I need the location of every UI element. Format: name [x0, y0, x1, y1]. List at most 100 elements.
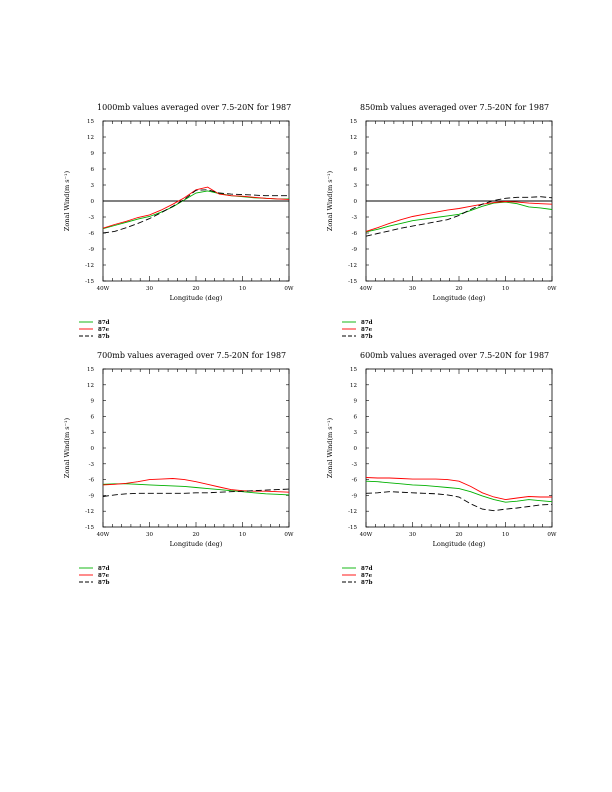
- y-tick-label: 0: [354, 446, 358, 452]
- x-tick-label: 0W: [547, 532, 556, 538]
- y-axis-label: Zonal Wind(m s⁻¹): [326, 417, 334, 478]
- chart-title: 700mb values averaged over 7.5-20N for 1…: [97, 351, 286, 360]
- chart-panel-4: 600mb values averaged over 7.5-20N for 1…: [326, 351, 557, 586]
- y-tick-label: 9: [91, 399, 95, 405]
- legend-label: 87e: [361, 327, 373, 333]
- y-tick-label: 3: [354, 430, 358, 436]
- y-tick-label: 12: [350, 135, 357, 141]
- y-axis-label: Zonal Wind(m s⁻¹): [326, 170, 334, 231]
- y-tick-label: -15: [85, 279, 94, 285]
- y-tick-label: 6: [354, 167, 358, 173]
- series-line-87e: [102, 478, 290, 493]
- y-tick-label: 6: [354, 414, 358, 420]
- y-axis-label: Zonal Wind(m s⁻¹): [63, 417, 71, 478]
- chart-panel-1: 1000mb values averaged over 7.5-20N for …: [63, 103, 294, 340]
- y-tick-label: 6: [91, 167, 95, 173]
- series-line-87d: [365, 201, 553, 233]
- x-tick-label: 30: [146, 286, 153, 292]
- x-tick-label: 0W: [284, 286, 293, 292]
- y-tick-label: -15: [348, 279, 357, 285]
- y-tick-label: 9: [354, 151, 358, 157]
- chart-panel-2: 850mb values averaged over 7.5-20N for 1…: [326, 103, 557, 340]
- y-tick-label: 3: [91, 430, 95, 436]
- x-tick-label: 0W: [547, 286, 556, 292]
- x-axis-label: Longitude (deg): [170, 294, 223, 302]
- y-tick-label: -6: [89, 231, 95, 237]
- x-tick-label: 10: [502, 286, 509, 292]
- series-line-87e: [365, 477, 552, 501]
- legend-label: 87d: [361, 566, 373, 572]
- y-tick-label: 12: [87, 135, 94, 141]
- legend-label: 87d: [98, 566, 110, 572]
- series-line-87e: [365, 201, 553, 232]
- y-tick-label: -3: [352, 462, 358, 468]
- series-line-87b: [365, 491, 553, 512]
- y-tick-label: -9: [89, 493, 95, 499]
- x-tick-label: 10: [239, 532, 246, 538]
- series-line-87b: [365, 196, 553, 237]
- chart-panel-3: 700mb values averaged over 7.5-20N for 1…: [63, 351, 294, 586]
- y-tick-label: -12: [348, 509, 357, 515]
- y-tick-label: 9: [354, 399, 358, 405]
- x-tick-label: 20: [193, 532, 200, 538]
- series-line-87b: [102, 488, 290, 497]
- y-tick-label: -6: [352, 231, 358, 237]
- y-tick-label: 15: [87, 367, 94, 373]
- legend-label: 87e: [98, 573, 110, 579]
- x-axis-label: Longitude (deg): [433, 294, 486, 302]
- x-tick-label: 30: [409, 286, 416, 292]
- plot-frame: [102, 368, 290, 528]
- y-tick-label: -12: [85, 263, 94, 269]
- x-tick-label: 40W: [360, 532, 373, 538]
- x-tick-label: 40W: [360, 286, 373, 292]
- x-tick-label: 30: [409, 532, 416, 538]
- x-axis-label: Longitude (deg): [433, 540, 486, 548]
- y-tick-label: -15: [85, 525, 94, 531]
- legend-label: 87b: [361, 580, 373, 586]
- y-tick-label: 12: [87, 383, 94, 389]
- y-tick-label: -15: [348, 525, 357, 531]
- x-tick-label: 20: [456, 286, 463, 292]
- legend-label: 87e: [361, 573, 373, 579]
- y-tick-label: -6: [352, 478, 358, 484]
- legend-label: 87b: [98, 580, 110, 586]
- y-tick-label: -3: [89, 215, 95, 221]
- y-tick-label: 9: [91, 151, 95, 157]
- y-tick-label: 12: [350, 383, 357, 389]
- y-tick-label: -9: [352, 493, 358, 499]
- chart-title: 850mb values averaged over 7.5-20N for 1…: [360, 103, 549, 112]
- legend-label: 87b: [361, 334, 373, 340]
- legend-label: 87b: [98, 334, 110, 340]
- y-tick-label: 3: [91, 183, 95, 189]
- x-tick-label: 0W: [284, 532, 293, 538]
- y-tick-label: -12: [85, 509, 94, 515]
- x-tick-label: 30: [146, 532, 153, 538]
- chart-title: 1000mb values averaged over 7.5-20N for …: [97, 103, 291, 112]
- y-axis-label: Zonal Wind(m s⁻¹): [63, 170, 71, 231]
- chart-title: 600mb values averaged over 7.5-20N for 1…: [360, 351, 549, 360]
- x-tick-label: 20: [456, 532, 463, 538]
- y-tick-label: 15: [350, 119, 357, 125]
- y-tick-label: 0: [354, 199, 358, 205]
- series-line-87d: [365, 480, 553, 503]
- y-tick-label: -12: [348, 263, 357, 269]
- plot-frame: [365, 368, 553, 528]
- y-tick-label: 3: [354, 183, 358, 189]
- x-tick-label: 40W: [97, 532, 110, 538]
- y-tick-label: -3: [89, 462, 95, 468]
- y-tick-label: 6: [91, 414, 95, 420]
- y-tick-label: 15: [87, 119, 94, 125]
- x-axis-label: Longitude (deg): [170, 540, 223, 548]
- legend-label: 87d: [361, 320, 373, 326]
- y-tick-label: -6: [89, 478, 95, 484]
- y-tick-label: 0: [91, 446, 95, 452]
- series-line-87e: [102, 186, 290, 229]
- x-tick-label: 10: [502, 532, 509, 538]
- y-tick-label: 0: [91, 199, 95, 205]
- y-tick-label: -9: [352, 247, 358, 253]
- series-line-87d: [102, 483, 290, 496]
- y-tick-label: -9: [89, 247, 95, 253]
- x-tick-label: 40W: [97, 286, 110, 292]
- series-line-87d: [102, 190, 289, 230]
